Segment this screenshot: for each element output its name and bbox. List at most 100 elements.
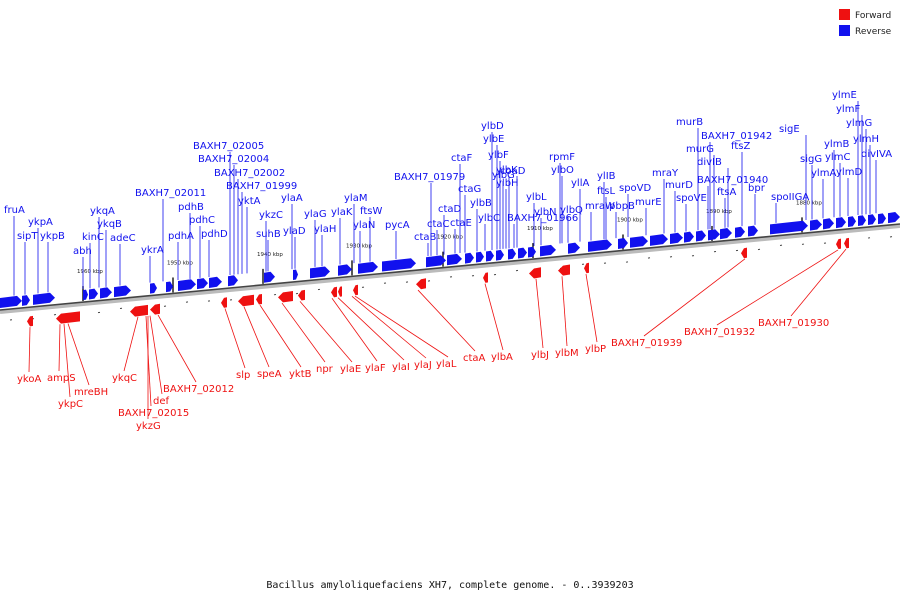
reverse-gene-label: pycA (385, 220, 410, 231)
forward-gene-label: npr (316, 364, 334, 375)
forward-gene-label: ylaL (436, 359, 457, 370)
legend: Forward Reverse (839, 9, 892, 37)
reverse-gene-label: ylbL (526, 192, 547, 203)
reverse-gene-label: BAXH7_02004 (198, 154, 269, 165)
legend-forward-label: Forward (855, 11, 891, 21)
forward-gene-leader (331, 298, 378, 362)
reverse-gene-label: ykpA (28, 217, 53, 228)
forward-gene-leader (243, 306, 270, 368)
reverse-gene-label: pdhB (178, 202, 204, 213)
forward-gene-leader (351, 296, 427, 359)
reverse-gene-arrow (447, 253, 462, 266)
reverse-gene-label: ctaF (451, 153, 473, 164)
forward-gene-label: ylaE (340, 364, 361, 375)
reverse-gene-label: ykqA (90, 206, 115, 217)
forward-gene-leader (417, 289, 476, 352)
forward-gene-label: BAXH7_01932 (684, 327, 755, 338)
reverse-gene-label: ylaH (314, 224, 336, 235)
forward-gene-leader (585, 273, 598, 343)
forward-gene-arrow (584, 262, 589, 274)
reverse-gene-label: ylmC (825, 152, 850, 163)
reverse-gene-label: ftsZ (731, 141, 750, 152)
reverse-gene-arrow (89, 288, 98, 300)
reverse-gene-arrow (528, 246, 536, 258)
genome-axis (0, 223, 900, 314)
forward-gene-leader (337, 297, 405, 361)
reverse-gene-label: BAXH7_02011 (135, 188, 206, 199)
reverse-gene-label: ylaA (281, 193, 303, 204)
tick-label: 1880 kbp (796, 200, 822, 206)
reverse-gene-arrow (338, 264, 352, 276)
forward-gene-arrow (221, 297, 227, 308)
reverse-gene-label: divIB (697, 157, 722, 168)
reverse-gene-label: rpmF (549, 152, 575, 163)
forward-gene-leader (63, 323, 71, 398)
reverse-gene-label: BAXH7_02002 (214, 168, 285, 179)
reverse-gene-arrow (264, 271, 275, 283)
reverse-gene-label: mraY (652, 168, 679, 179)
reverse-gene-arrow (33, 292, 55, 305)
forward-gene-leader (28, 327, 31, 373)
reverse-gene-arrow (496, 249, 504, 261)
reverse-gene-label: ctaC (427, 219, 450, 230)
reverse-gene-arrow (228, 275, 238, 287)
reverse-gene-label: ylaN (353, 220, 375, 231)
forward-gene-leader (259, 304, 302, 368)
reverse-gene-arrow (100, 287, 112, 299)
reverse-gene-arrow (476, 251, 484, 263)
reverse-gene-arrow (114, 285, 131, 298)
reverse-gene-label: murB (676, 117, 703, 128)
reverse-gene-label: ylbD (481, 121, 504, 132)
reverse-gene-arrow (588, 239, 612, 252)
reverse-gene-label: ylaK (331, 207, 353, 218)
reverse-gene-arrow (518, 247, 527, 259)
reverse-gene-label: ylIB (597, 171, 616, 182)
reverse-gene-arrow (178, 279, 196, 291)
forward-gene-label: ampS (47, 373, 76, 384)
forward-gene-label: BAXH7_02015 (118, 408, 189, 419)
tick-label: 1940 kbp (257, 252, 283, 258)
reverse-gene-label: ylmB (824, 139, 849, 150)
reverse-gene-label: murG (686, 144, 714, 155)
reverse-gene-label: BAXH7_01942 (701, 131, 772, 142)
reverse-gene-label: ylmF (836, 104, 860, 115)
reverse-gene-label: pdhD (201, 229, 228, 240)
forward-gene-leader (58, 324, 61, 372)
reverse-gene-arrow (465, 252, 474, 264)
genome-caption: Bacillus amyloliquefaciens XH7, complete… (266, 580, 633, 591)
reverse-gene-label: spoVD (619, 183, 652, 194)
reverse-gene-label: spoVE (676, 193, 707, 204)
forward-gene-arrow (238, 294, 254, 307)
tick-label: 1920 kbp (437, 235, 463, 241)
reverse-gene-arrow (630, 236, 648, 248)
reverse-gene-label: ylmD (836, 167, 862, 178)
reverse-gene-label: ylmA (811, 168, 836, 179)
forward-gene-arrow (130, 304, 148, 317)
reverse-gene-label: ftsA (717, 187, 736, 198)
forward-gene-arrow (298, 289, 305, 301)
reverse-gene-arrow (836, 217, 846, 229)
forward-gene-arrow (150, 303, 160, 315)
reverse-gene-label: ctaG (458, 184, 481, 195)
reverse-gene-arrow (650, 234, 668, 246)
forward-gene-leader (535, 278, 544, 349)
forward-gene-label: ykqC (112, 373, 137, 384)
reverse-gene-arrow (83, 289, 88, 301)
reverse-gene-arrow (568, 242, 580, 254)
reverse-gene-arrow (868, 214, 876, 226)
reverse-gene-label: yllA (571, 178, 589, 189)
reverse-gene-label: murE (635, 197, 662, 208)
forward-gene-label: BAXH7_01939 (611, 338, 682, 349)
forward-gene-label: ylaI (392, 362, 410, 373)
legend-reverse-label: Reverse (855, 27, 892, 37)
reverse-gene-label: ylmE (832, 90, 857, 101)
reverse-gene-arrow (888, 212, 900, 224)
reverse-gene-label: spoIIGA (771, 192, 809, 203)
reverse-gene-label: ylbF (488, 150, 509, 161)
reverse-gene-label: coaD (500, 166, 526, 177)
reverse-gene-label: BAXH7_02005 (193, 141, 264, 152)
forward-gene-arrow (56, 311, 80, 324)
reverse-gene-label: ylbG (492, 170, 515, 181)
reverse-gene-arrow (618, 237, 628, 249)
reverse-gene-arrow (486, 250, 494, 262)
